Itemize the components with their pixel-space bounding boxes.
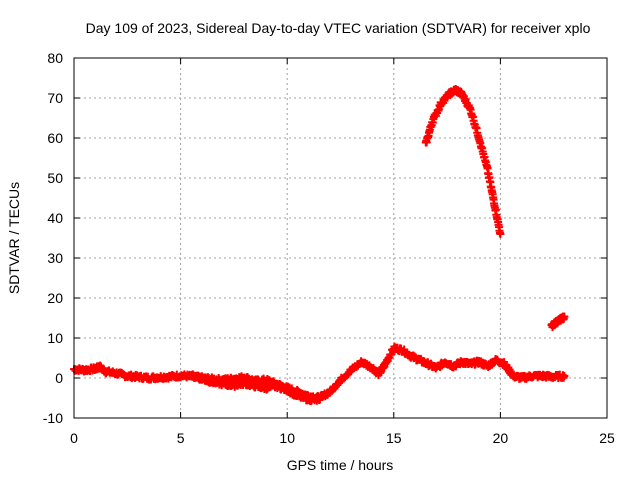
data-points — [70, 85, 569, 406]
data-point — [560, 312, 569, 321]
y-tick-label: 80 — [47, 50, 63, 66]
x-tick-label: 20 — [493, 430, 509, 446]
x-tick-label: 25 — [599, 430, 615, 446]
y-tick-label: 20 — [47, 290, 63, 306]
y-tick-label: 10 — [47, 330, 63, 346]
y-tick-label: 40 — [47, 210, 63, 226]
y-tick-label: 60 — [47, 130, 63, 146]
x-axis-title: GPS time / hours — [287, 457, 394, 473]
x-axis: 0 5 10 15 20 25 — [70, 58, 615, 446]
data-point — [560, 372, 569, 380]
data-point — [315, 396, 324, 404]
y-tick-label: 0 — [55, 370, 63, 386]
chart-title: Day 109 of 2023, Sidereal Day-to-day VTE… — [86, 20, 591, 36]
plot-frame — [73, 57, 608, 419]
y-axis-title: SDTVAR / TECUs — [6, 182, 22, 294]
y-axis: -10 0 10 20 30 40 50 60 70 80 — [43, 50, 607, 426]
grid-lines — [74, 58, 607, 418]
y-tick-label: 50 — [47, 170, 63, 186]
x-tick-label: 0 — [70, 430, 78, 446]
y-tick-label: 70 — [47, 90, 63, 106]
y-tick-label: -10 — [43, 410, 63, 426]
data-point — [496, 230, 505, 238]
x-tick-label: 5 — [177, 430, 185, 446]
y-tick-label: 30 — [47, 250, 63, 266]
x-tick-label: 15 — [386, 430, 402, 446]
x-tick-label: 10 — [279, 430, 295, 446]
